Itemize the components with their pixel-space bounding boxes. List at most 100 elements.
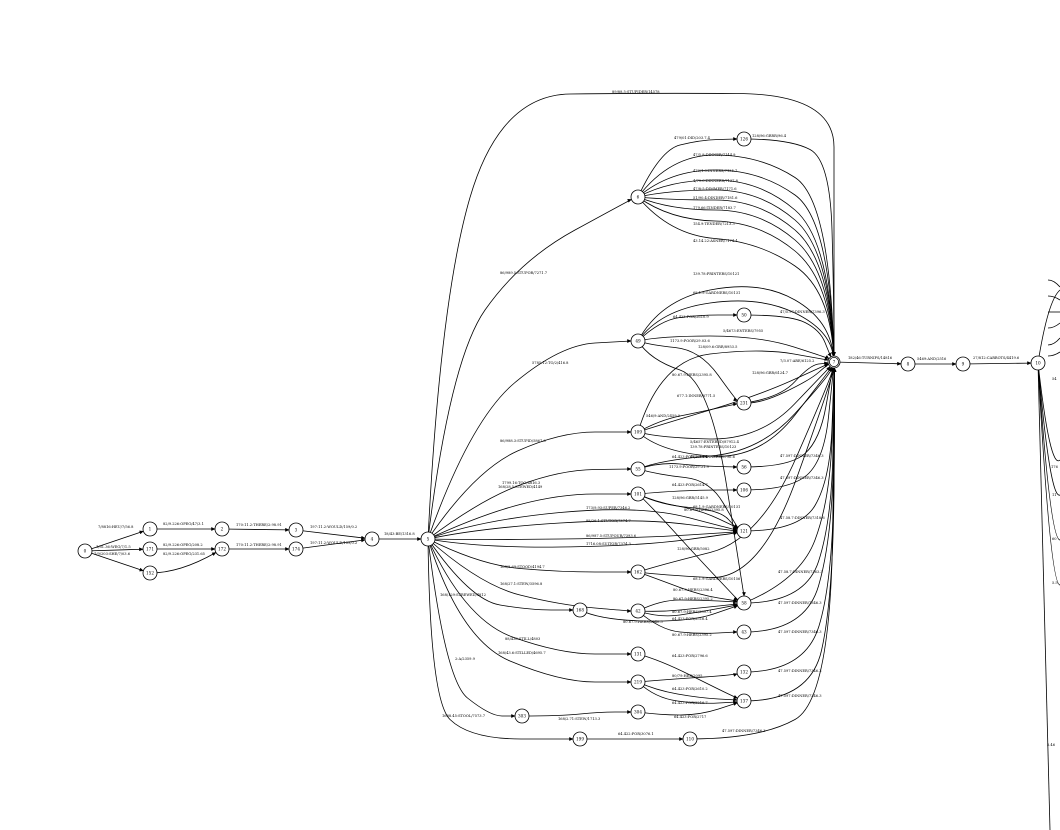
- edge-e1_2: 82/9.226:OPEG/47/3.1: [150, 522, 216, 531]
- node-58[interactable]: 58: [736, 595, 752, 611]
- edge-label: 1688.45:STOOL/7573.7: [442, 714, 486, 718]
- node-0[interactable]: 0: [77, 543, 93, 559]
- node-label: 7: [833, 360, 836, 365]
- edge-label: 168/2.71:STEW/1713.3: [558, 717, 601, 721]
- edge-e5_121_c: 86/987.5:STUPOUR/7393.6: [427, 530, 738, 540]
- edge-e219_132: 80/79:HER/2095: [637, 673, 738, 683]
- arrowhead: [742, 592, 746, 597]
- edge-label: 176: [1051, 465, 1059, 469]
- node-label: 56: [741, 465, 747, 470]
- edge-label: 2:A/2359.9: [455, 657, 476, 661]
- edge-e49_7_a: 139.78:PRINTERS/10121: [637, 272, 835, 357]
- node-174[interactable]: 174: [288, 541, 304, 557]
- node-label: 303: [518, 714, 526, 719]
- edge-e5_131: 88/436:STILL/4803: [427, 538, 632, 656]
- node-152[interactable]: 152: [142, 565, 158, 581]
- node-label: 8: [907, 362, 910, 367]
- node-56[interactable]: 56: [736, 459, 752, 475]
- node-231[interactable]: 231: [736, 395, 752, 411]
- node-label: 109: [634, 430, 642, 435]
- edge-label: 4/79.0:DINNERS/7137.8: [693, 179, 739, 183]
- edge-label: 173/9.93:SUPER/7346.2: [586, 506, 630, 510]
- node-label: 42: [635, 609, 641, 614]
- node-43[interactable]: 43: [736, 624, 752, 640]
- node-304[interactable]: 304: [630, 704, 646, 720]
- node-2[interactable]: 2: [214, 521, 230, 537]
- edge-e199_110: 64.422:FOR/3076.1: [580, 732, 684, 741]
- arrowhead: [417, 537, 422, 541]
- node-6[interactable]: 6: [630, 189, 646, 205]
- node-132[interactable]: 132: [736, 664, 752, 680]
- node-10[interactable]: 10: [1030, 355, 1046, 371]
- edge-e5_101: 168/28.5:STEWED/4149: [427, 485, 632, 540]
- arrowhead: [733, 702, 738, 706]
- node-3[interactable]: 3: [288, 522, 304, 538]
- node-label: 152: [146, 571, 154, 576]
- node-303[interactable]: 303: [514, 708, 530, 724]
- arrowhead: [211, 527, 216, 531]
- edge-e101_121_b: 68.1.9:GARDNERS/10131: [637, 493, 740, 530]
- edge-label: 47/8:5:DIMMER/7171.6: [693, 187, 737, 191]
- arrowhead: [824, 357, 829, 361]
- node-8[interactable]: 8: [900, 356, 916, 372]
- arrowhead: [627, 680, 632, 684]
- node-199[interactable]: 199: [572, 731, 588, 747]
- edge-label: 64.423:FOR/2796.6: [672, 654, 708, 658]
- node-label: 199: [576, 737, 584, 742]
- node-label: 174: [292, 547, 300, 552]
- node-126[interactable]: 126: [736, 131, 752, 147]
- node-101[interactable]: 101: [630, 486, 646, 502]
- node-172[interactable]: 172: [214, 541, 230, 557]
- node-7[interactable]: 7: [827, 355, 841, 369]
- node-162[interactable]: 162: [630, 564, 646, 580]
- edge-label: 82/9.226:OPEG/208.2: [163, 543, 203, 547]
- arrowhead: [733, 488, 738, 492]
- node-219[interactable]: 219: [630, 674, 646, 690]
- edge-label: 546/9:AND/2459.9: [646, 414, 681, 418]
- node-50[interactable]: 50: [736, 307, 752, 323]
- edge-label: 128/96:GRR/5145.9: [672, 496, 709, 500]
- node-42[interactable]: 42: [630, 603, 646, 619]
- arrowhead: [733, 526, 738, 530]
- edge-label: 64.423:FOR/2610.4: [672, 455, 708, 459]
- edge-label: 47.597:DINNER/7346.3: [778, 669, 822, 673]
- edge-label: 1799.16:TOO/4816.3: [502, 481, 541, 485]
- edge-layer: 7/8816:HEU/7/56.8 1/81.36:WEG/7/1.5 1/9/20…: [84, 90, 1060, 830]
- edge-label: 5/4673:ENTERS/7955: [723, 329, 764, 333]
- node-110[interactable]: 110: [682, 731, 698, 747]
- edge-label: 47/5.8:DINNERS/8796.6: [690, 455, 736, 459]
- node-137[interactable]: 137: [736, 693, 752, 709]
- edge-label: 128/96:GRR/5082: [677, 547, 710, 551]
- node-label: 3: [295, 528, 298, 533]
- node-4[interactable]: 4: [364, 531, 380, 547]
- edge-label: 47.58.7:DINNER/7318.6: [780, 516, 825, 520]
- edge-e5_49: 5785.12:TO/2/416.8: [427, 339, 632, 540]
- edge-label: 47.597:DINNER/7346.3: [722, 729, 766, 733]
- arrowhead: [627, 430, 632, 434]
- edge-label: 1716.08:SUITOR/7374.3: [586, 542, 632, 546]
- edge-e303_304: 168/2.71:STEW/1713.3: [521, 710, 632, 721]
- node-171[interactable]: 171: [142, 541, 158, 557]
- arrowhead: [627, 199, 632, 203]
- edge-e137_7: 47.597:DINNER/7346.3: [743, 367, 837, 702]
- edge-e7_8: 182/46:TURNIPS/14816: [833, 356, 902, 366]
- node-label: 126: [740, 137, 748, 142]
- node-109[interactable]: 109: [630, 424, 646, 440]
- node-55[interactable]: 55: [630, 461, 646, 477]
- edge-label: 47.597:DINNER/7346.3: [778, 694, 822, 698]
- node-106[interactable]: 106: [736, 482, 752, 498]
- arrowhead: [627, 467, 632, 471]
- node-121[interactable]: 121: [736, 523, 752, 539]
- node-5[interactable]: 5: [420, 531, 436, 547]
- edge-e5_303: 2:A/2359.9: [427, 538, 516, 718]
- node-49[interactable]: 49: [630, 333, 646, 349]
- node-9[interactable]: 9: [955, 356, 971, 372]
- node-131[interactable]: 131: [630, 646, 646, 662]
- edge-label: 168/129:STREWED/4812: [440, 593, 486, 597]
- edge-e6_126: 479/01:DID/203.7.4: [637, 136, 738, 198]
- node-1[interactable]: 1: [142, 521, 158, 537]
- arrowhead: [830, 352, 835, 357]
- arrowhead: [733, 313, 738, 317]
- node-168[interactable]: 168: [572, 602, 588, 618]
